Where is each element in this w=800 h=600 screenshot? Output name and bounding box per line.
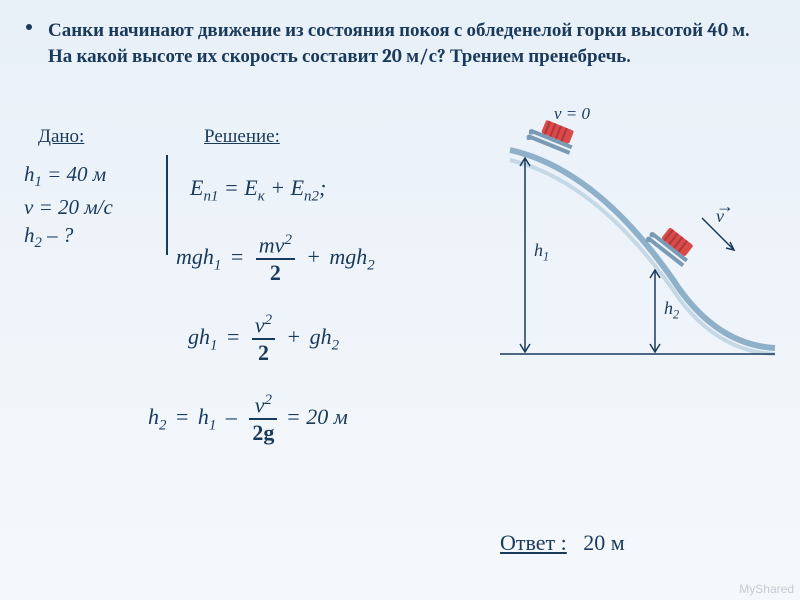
eq4-den: 2g bbox=[249, 418, 277, 446]
eq1-E2: E bbox=[291, 175, 304, 200]
eq4-minus: – bbox=[220, 404, 242, 429]
physics-diagram: v = 0 v → h1 h2 bbox=[480, 110, 780, 370]
eq1-plus: + bbox=[265, 175, 291, 200]
answer-line: Ответ : 20 м bbox=[500, 530, 625, 556]
equation-energy: Eп1 = Eк + Eп2; bbox=[190, 175, 326, 205]
given-h2-rest: – ? bbox=[42, 223, 74, 247]
eq1-E1-sub: п1 bbox=[203, 188, 218, 204]
eq2-eq: = bbox=[225, 244, 248, 269]
eq3-eq: = bbox=[221, 324, 244, 349]
problem-statement: Санки начинают движение из состояния пок… bbox=[48, 18, 752, 69]
eq4-lhs-sub: 2 bbox=[159, 418, 166, 434]
answer-label: Ответ : bbox=[500, 530, 567, 555]
eq3-den: 2 bbox=[252, 338, 275, 366]
eq4-fraction: v2 2g bbox=[249, 392, 277, 446]
eq3-rhs-sub: 2 bbox=[332, 338, 339, 354]
eq3-lhs: gh bbox=[188, 324, 210, 349]
eq1-semi: ; bbox=[319, 175, 326, 200]
eq3-plus: + bbox=[282, 324, 305, 349]
solution-label: Решение: bbox=[204, 126, 280, 148]
eq4-result: = 20 м bbox=[280, 404, 347, 429]
eq3-fraction: v2 2 bbox=[252, 312, 275, 366]
eq2-num: mv bbox=[259, 232, 285, 257]
eq4-num: v bbox=[255, 392, 265, 417]
eq2-plus: + bbox=[302, 244, 325, 269]
eq2-den: 2 bbox=[256, 258, 295, 286]
given-block: h1 = 40 м v = 20 м/с h2 – ? bbox=[24, 160, 113, 254]
eq4-eq: = bbox=[170, 404, 193, 429]
eq3-num: v bbox=[255, 312, 265, 337]
vector-arrow-icon: → bbox=[716, 196, 734, 217]
diagram-h1-label: h1 bbox=[534, 240, 549, 265]
eq2-fraction: mv2 2 bbox=[256, 232, 295, 286]
eq1-E1: E bbox=[190, 175, 203, 200]
eq1-E2-sub: п2 bbox=[304, 188, 319, 204]
eq1-Ek: E bbox=[244, 175, 257, 200]
equation-mgh: mgh1 = mv22 + mgh2 bbox=[176, 232, 375, 286]
eq1-eq: = bbox=[218, 175, 244, 200]
given-line-3: h2 – ? bbox=[24, 221, 113, 254]
diagram-h1: h bbox=[534, 240, 543, 260]
eq2-lhs-sub: 1 bbox=[214, 258, 221, 274]
eq1-Ek-sub: к bbox=[258, 188, 265, 204]
diagram-h2-sub: 2 bbox=[673, 308, 679, 322]
diagram-h2-label: h2 bbox=[664, 298, 679, 323]
eq4-mid-sub: 1 bbox=[209, 418, 216, 434]
eq2-rhs-sub: 2 bbox=[367, 258, 374, 274]
given-label: Дано: bbox=[38, 126, 84, 148]
bullet bbox=[26, 24, 32, 30]
diagram-v0-label: v = 0 bbox=[554, 104, 590, 124]
eq4-mid: h bbox=[198, 404, 209, 429]
equation-result: h2 = h1 – v22g = 20 м bbox=[148, 392, 348, 446]
given-divider bbox=[166, 155, 168, 255]
slope-path-shadow bbox=[510, 160, 775, 354]
given-h1-rest: = 40 м bbox=[42, 162, 106, 186]
eq3-lhs-sub: 1 bbox=[210, 338, 217, 354]
eq2-lhs: mgh bbox=[176, 244, 214, 269]
given-h2-var: h bbox=[24, 223, 35, 247]
eq2-sup: 2 bbox=[284, 232, 291, 248]
diagram-h1-sub: 1 bbox=[543, 250, 549, 264]
given-h1-var: h bbox=[24, 162, 35, 186]
given-line-2: v = 20 м/с bbox=[24, 193, 113, 221]
given-v-var: v bbox=[24, 195, 33, 219]
given-v-rest: = 20 м/с bbox=[33, 195, 112, 219]
slope-svg bbox=[480, 110, 780, 370]
eq2-rhs: mgh bbox=[329, 244, 367, 269]
diagram-v-label: v → bbox=[716, 206, 724, 227]
eq3-sup: 2 bbox=[265, 312, 272, 328]
answer-value: 20 м bbox=[583, 530, 624, 555]
eq4-lhs: h bbox=[148, 404, 159, 429]
given-h2-sub: 2 bbox=[35, 236, 42, 252]
watermark: MyShared bbox=[739, 582, 794, 596]
diagram-h2: h bbox=[664, 298, 673, 318]
equation-gh: gh1 = v22 + gh2 bbox=[188, 312, 339, 366]
eq3-rhs: gh bbox=[310, 324, 332, 349]
given-line-1: h1 = 40 м bbox=[24, 160, 113, 193]
eq4-sup: 2 bbox=[265, 392, 272, 408]
given-h1-sub: 1 bbox=[35, 174, 42, 190]
